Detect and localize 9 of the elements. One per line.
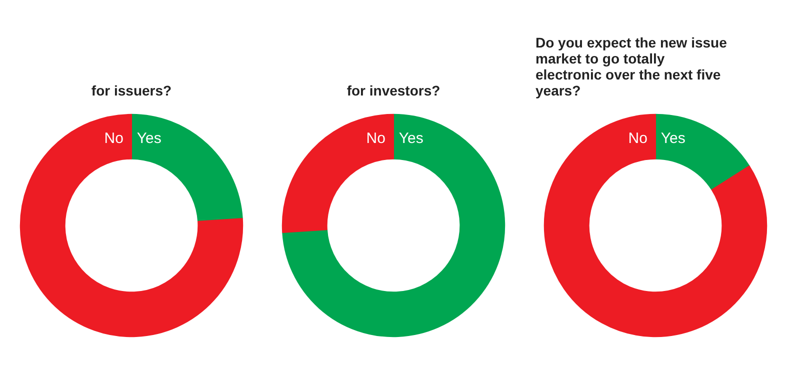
slice-label: No [366, 130, 386, 147]
slice-label: Yes [136, 130, 162, 147]
chart-title: for issuers? [91, 82, 172, 98]
chart-title: Do you expect the new issue market to go totally electronic over the next five years? [536, 34, 728, 98]
chart-title: for investors? [346, 82, 440, 98]
slice-label: Yes [398, 130, 424, 147]
slice-label: Yes [660, 130, 686, 147]
slice-label: No [104, 130, 124, 147]
slice-label: No [628, 130, 648, 147]
